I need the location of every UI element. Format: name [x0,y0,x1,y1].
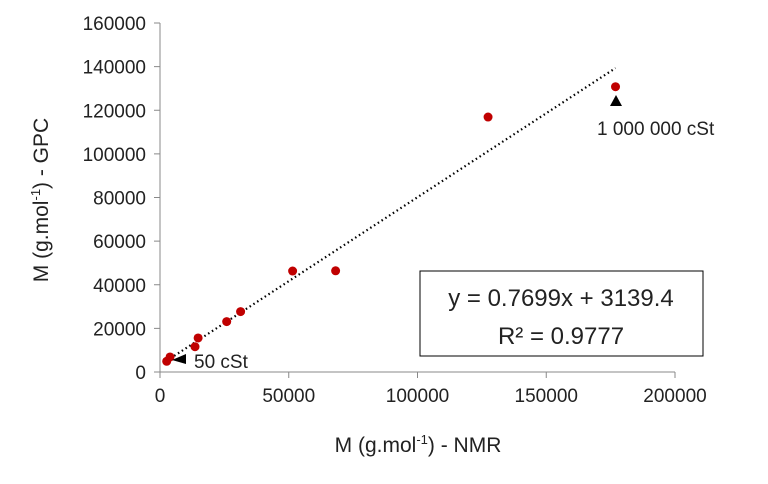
data-point [611,82,621,92]
data-point [483,112,493,122]
data-point [222,317,232,327]
equation-box [419,270,704,357]
y-tick-label: 160000 [83,14,146,35]
x-tick-label: 50000 [262,386,315,407]
x-ticks: 0 50000 100000 150000 200000 [155,372,707,407]
x-axis-title: M (g.mol-1) - NMR [335,432,502,457]
annotation-1000000cst: 1 000 000 cSt [597,119,715,140]
data-point [331,266,341,276]
y-tick-label: 120000 [83,101,146,122]
x-tick-label: 200000 [643,386,706,407]
data-points [162,82,621,366]
x-tick-label: 150000 [515,386,578,407]
y-tick-label: 40000 [93,276,146,297]
data-point [288,266,298,276]
equation-text: y = 0.7699x + 3139.4 [448,285,674,312]
data-point [193,333,203,343]
annotation-50cst: 50 cSt [194,352,249,373]
data-point [165,352,175,362]
y-axis-title: M (g.mol-1) - GPC [28,118,53,282]
y-tick-label: 100000 [83,145,146,166]
data-point [236,307,246,317]
y-tick-label: 60000 [93,232,146,253]
y-tick-label: 0 [135,363,146,384]
y-ticks: 0 20000 40000 60000 80000 100000 120000 140000 1… [83,14,160,384]
x-tick-label: 100000 [386,386,449,407]
annotation-arrow-1000000cst [610,95,622,106]
trendline [166,67,617,362]
x-tick-label: 0 [155,386,166,407]
y-tick-label: 80000 [93,189,146,210]
annotation-arrow-50cst [172,354,186,364]
y-tick-label: 140000 [83,58,146,79]
y-tick-label: 20000 [93,319,146,340]
r-squared-text: R² = 0.9777 [498,323,624,350]
data-point [190,342,200,352]
